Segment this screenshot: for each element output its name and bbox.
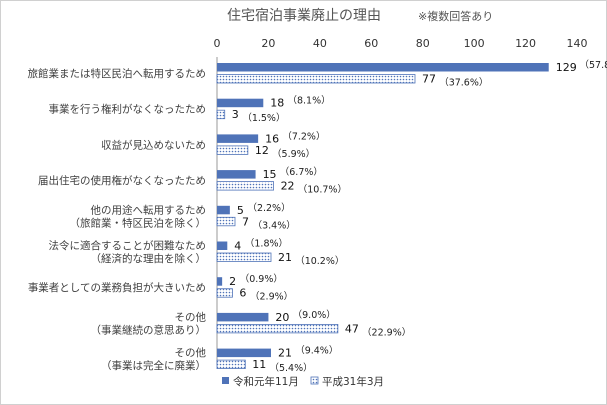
value-label: 47: [345, 322, 359, 335]
category-label: 法令に適合することが困難なため: [49, 239, 207, 252]
percent-label: （22.9%）: [362, 326, 411, 338]
x-tick-label: 60: [364, 37, 378, 50]
category-label: 収益が見込めないため: [101, 138, 206, 151]
x-tick-label: 140: [567, 37, 588, 50]
bar-heisei-mar: [216, 109, 226, 120]
value-label: 5: [237, 204, 244, 217]
percent-label: （6.7%）: [280, 166, 323, 178]
value-label: 77: [422, 73, 436, 86]
value-label: 22: [281, 180, 295, 193]
percent-label: （10.7%）: [298, 184, 347, 196]
chart-note: ※複数回答あり: [418, 9, 493, 23]
value-label: 21: [278, 347, 292, 360]
category-label: （経済的な理由を除く）: [91, 252, 207, 265]
bar-heisei-mar: [216, 216, 236, 227]
legend-label: 平成31年3月: [322, 375, 384, 388]
value-label: 2: [229, 275, 236, 288]
category-label: 旅館業または特区民泊へ転用するため: [28, 67, 207, 80]
bar-heisei-mar: [216, 359, 246, 370]
x-tick-label: 40: [313, 37, 327, 50]
legend-label: 令和元年11月: [233, 375, 299, 388]
category-label: その他: [175, 310, 207, 323]
value-label: 7: [242, 215, 249, 228]
percent-label: （5.4%）: [269, 362, 312, 374]
percent-label: （2.9%）: [250, 291, 293, 303]
x-tick-label: 20: [261, 37, 275, 50]
percent-label: （5.9%）: [272, 148, 315, 160]
bar-reiwa-nov: [217, 63, 549, 72]
category-label: 届出住宅の使用権がなくなったため: [38, 174, 206, 187]
bar-reiwa-nov: [217, 170, 256, 179]
percent-label: （0.9%）: [240, 273, 283, 285]
value-label: 21: [278, 251, 292, 264]
bar-heisei-mar: [216, 74, 416, 84]
percent-label: （8.1%）: [287, 95, 330, 107]
category-label: （事業は完全に廃業）: [101, 359, 206, 372]
category-label: 事業者としての業務負担が大きいため: [28, 281, 206, 294]
bar-reiwa-nov: [217, 98, 264, 108]
value-label: 4: [234, 240, 241, 253]
bar-reiwa-nov: [217, 277, 223, 286]
value-label: 15: [263, 168, 277, 181]
percent-label: （7.2%）: [282, 130, 325, 142]
value-label: 18: [270, 97, 284, 110]
value-label: 20: [275, 311, 289, 324]
value-label: 11: [252, 358, 266, 371]
value-label: 129: [556, 61, 577, 74]
percent-label: （1.8%）: [245, 238, 288, 250]
percent-label: （1.5%）: [242, 112, 285, 124]
bar-heisei-mar: [216, 181, 274, 191]
legend-swatch: [310, 376, 319, 385]
value-label: 6: [239, 287, 246, 300]
x-tick-label: 0: [214, 37, 221, 50]
value-label: 16: [265, 132, 279, 145]
percent-label: （9.0%）: [293, 309, 336, 321]
percent-label: （3.4%）: [253, 219, 296, 231]
value-label: 3: [232, 108, 239, 121]
bar-reiwa-nov: [217, 205, 230, 215]
bar-reiwa-nov: [217, 134, 259, 143]
percent-label: （9.4%）: [295, 345, 338, 357]
x-tick-label: 120: [515, 37, 536, 50]
x-tick-label: 100: [464, 37, 485, 50]
chart-title: 住宅宿泊事業廃止の理由: [227, 7, 381, 24]
bar-heisei-mar: [216, 145, 249, 155]
category-label: （事業継続の意思あり）: [91, 323, 207, 336]
percent-label: （2.2%）: [247, 202, 290, 214]
category-label: その他: [175, 346, 207, 359]
legend-swatch: [222, 377, 229, 384]
percent-label: （37.6%）: [439, 77, 488, 89]
category-label: （旅館業・特区民泊を除く）: [70, 216, 207, 229]
bar-reiwa-nov: [217, 312, 269, 322]
bar-heisei-mar: [216, 252, 272, 262]
percent-label: （57.8%）: [580, 59, 607, 71]
category-label: 事業を行う権利がなくなったため: [49, 103, 207, 116]
legend: 令和元年11月 平成31年3月: [222, 375, 384, 388]
percent-label: （10.2%）: [295, 255, 344, 267]
bar-reiwa-nov: [217, 348, 271, 358]
category-label: 他の用途へ転用するため: [91, 203, 207, 216]
bar-reiwa-nov: [217, 241, 228, 250]
value-label: 12: [255, 144, 269, 157]
bar-heisei-mar: [216, 288, 233, 298]
bar-heisei-mar: [216, 323, 339, 334]
x-tick-label: 80: [416, 37, 430, 50]
